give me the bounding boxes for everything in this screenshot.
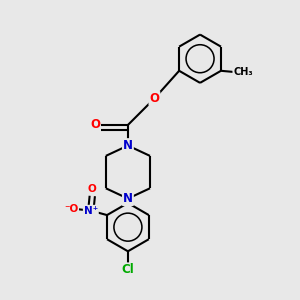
Text: Cl: Cl — [122, 263, 134, 276]
Text: N: N — [123, 139, 133, 152]
Text: N: N — [123, 192, 133, 205]
Text: N⁺: N⁺ — [84, 206, 98, 216]
Text: O: O — [149, 92, 159, 105]
Text: O: O — [90, 118, 100, 131]
Text: ⁻O: ⁻O — [64, 204, 78, 214]
Text: O: O — [88, 184, 97, 194]
Text: CH₃: CH₃ — [233, 67, 253, 77]
